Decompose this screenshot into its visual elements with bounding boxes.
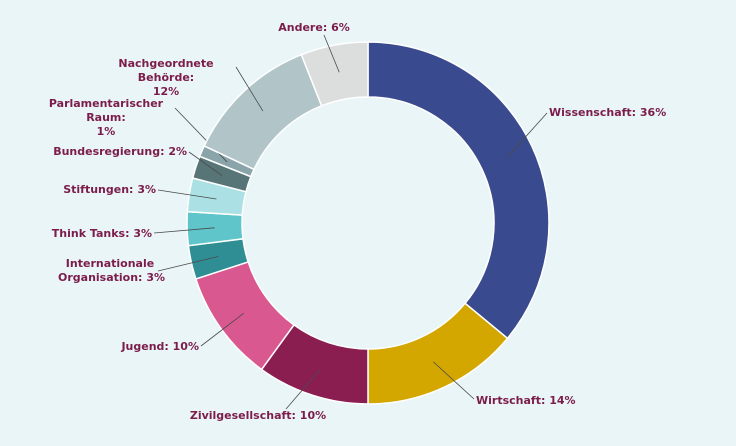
leader-line [235,66,264,112]
category-label: Wissenschaft: [549,106,637,119]
leader-line [157,189,217,200]
slice-label: Nachgeordnete Behörde: 12% [91,57,241,99]
slice-label: Andere: 6% [264,21,364,35]
donut-slice [186,210,244,247]
slice-label: Wissenschaft: 36% [549,106,666,120]
value-label: 3% [137,183,156,196]
value-label: 1% [96,125,116,138]
leader-line [433,361,475,400]
category-label: Stiftungen: [63,183,134,196]
leader-line [285,368,321,410]
category-label: Wirtschaft: [476,394,546,407]
value-label: 10% [299,409,327,422]
slice-label: Jugend: 10% [121,340,199,354]
category-label: Parlamentarischer Raum: [48,97,164,124]
leader-line [506,112,548,158]
category-label: Andere: [278,21,328,34]
value-label: 14% [549,394,576,407]
category-label: Think Tanks: [51,227,130,240]
leader-line [323,34,340,73]
value-label: 10% [172,340,199,353]
slice-label: Internationale Organisation: 3% [58,257,165,285]
category-label: Internationale Organisation: [58,257,155,284]
leader-line [153,227,215,234]
category-label: Zivilgesellschaft: [189,409,296,422]
donut-slice [367,41,550,340]
slice-label: Zivilgesellschaft: 10% [188,409,328,423]
category-label: Jugend: [121,340,169,353]
value-label: 12% [152,85,180,98]
category-label: Bundesregierung: [53,145,165,158]
value-label: 6% [331,21,350,34]
leader-line [200,312,245,347]
slice-label: Wirtschaft: 14% [476,394,576,408]
leader-line [157,256,219,272]
slice-label: Stiftungen: 3% [63,183,156,197]
leader-line [188,151,223,176]
slice-label: Parlamentarischer Raum: 1% [31,97,181,139]
value-label: 3% [146,271,165,284]
donut-slice [300,41,369,107]
slice-label: Think Tanks: 3% [52,227,152,241]
value-label: 2% [168,145,187,158]
category-label: Nachgeordnete Behörde: [118,57,214,84]
value-label: 36% [639,106,667,119]
slice-label: Bundesregierung: 2% [53,145,187,159]
value-label: 3% [133,227,152,240]
